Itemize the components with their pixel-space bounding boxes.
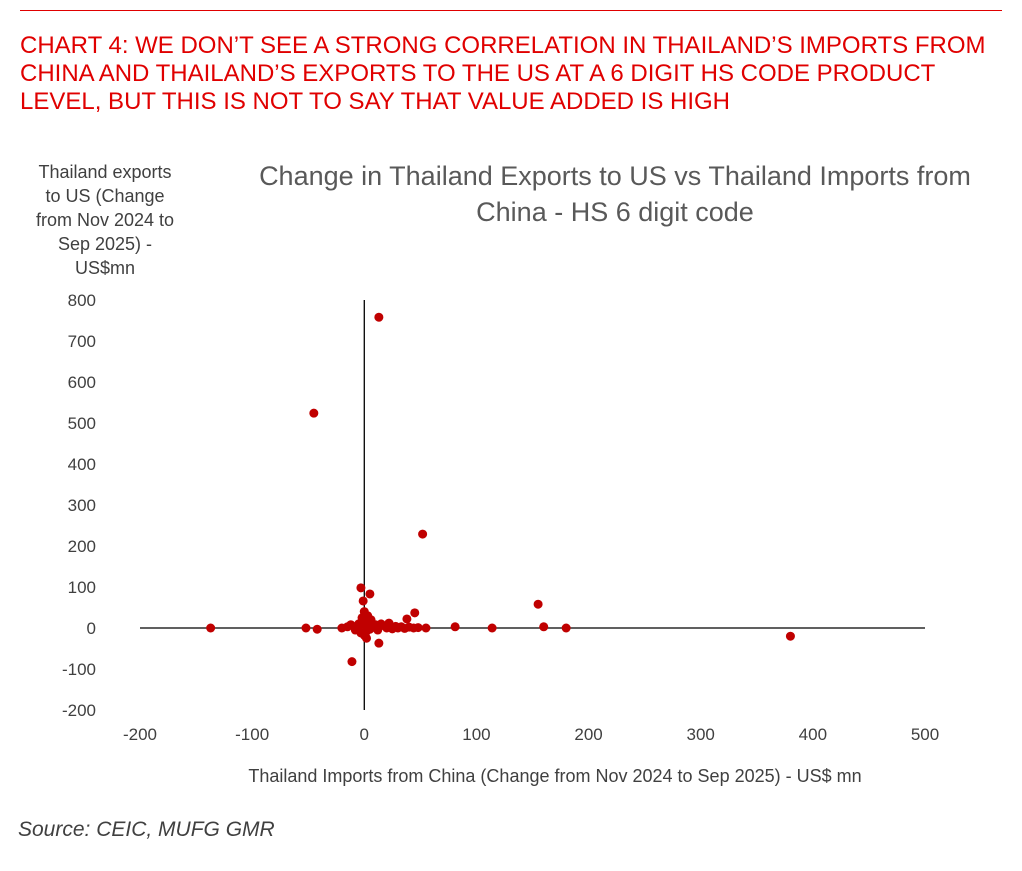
data-point [785,631,795,641]
x-tick-label: 500 [911,725,939,744]
data-point [353,623,363,633]
y-axis-label: Thailand exports to US (Change from Nov … [35,162,175,278]
data-point [450,622,460,632]
y-tick-label: 300 [68,496,96,515]
x-axis-label: Thailand Imports from China (Change from… [248,766,862,786]
y-tick-label: 500 [68,414,96,433]
chart-title: Change in Thailand Exports to US vs Thai… [259,161,971,227]
data-point [561,623,571,633]
x-tick-label: -200 [123,725,157,744]
y-tick-label: 200 [68,537,96,556]
data-point [402,614,412,624]
data-point [487,623,497,633]
data-point [410,608,420,618]
data-point [365,589,375,599]
data-point [312,624,322,634]
data-point [356,583,366,593]
y-tick-label: 700 [68,332,96,351]
y-tick-label: 100 [68,578,96,597]
x-tick-label: 100 [462,725,490,744]
x-tick-label: -100 [235,725,269,744]
data-point [539,622,549,632]
top-rule [20,10,1002,11]
data-point [374,312,384,322]
y-tick-label: 400 [68,455,96,474]
data-point [301,623,311,633]
data-point [362,633,372,643]
x-tick-label: 0 [360,725,369,744]
data-point [358,596,368,606]
source-note: Source: CEIC, MUFG GMR [18,818,275,841]
data-point [347,657,357,667]
y-tick-label: 600 [68,373,96,392]
x-tick-label: 200 [574,725,602,744]
data-point [421,623,431,633]
data-point [413,623,423,633]
headline: CHART 4: WE DON’T SEE A STRONG CORRELATI… [20,32,986,115]
data-point [309,408,319,418]
y-tick-label: 800 [68,291,96,310]
data-point [374,638,384,648]
data-point [533,599,543,609]
y-tick-label: 0 [87,619,96,638]
data-point [206,623,216,633]
data-point [418,529,428,539]
y-tick-label: -200 [62,701,96,720]
x-tick-label: 400 [799,725,827,744]
x-tick-label: 300 [687,725,715,744]
y-tick-label: -100 [62,660,96,679]
data-point [359,607,369,617]
